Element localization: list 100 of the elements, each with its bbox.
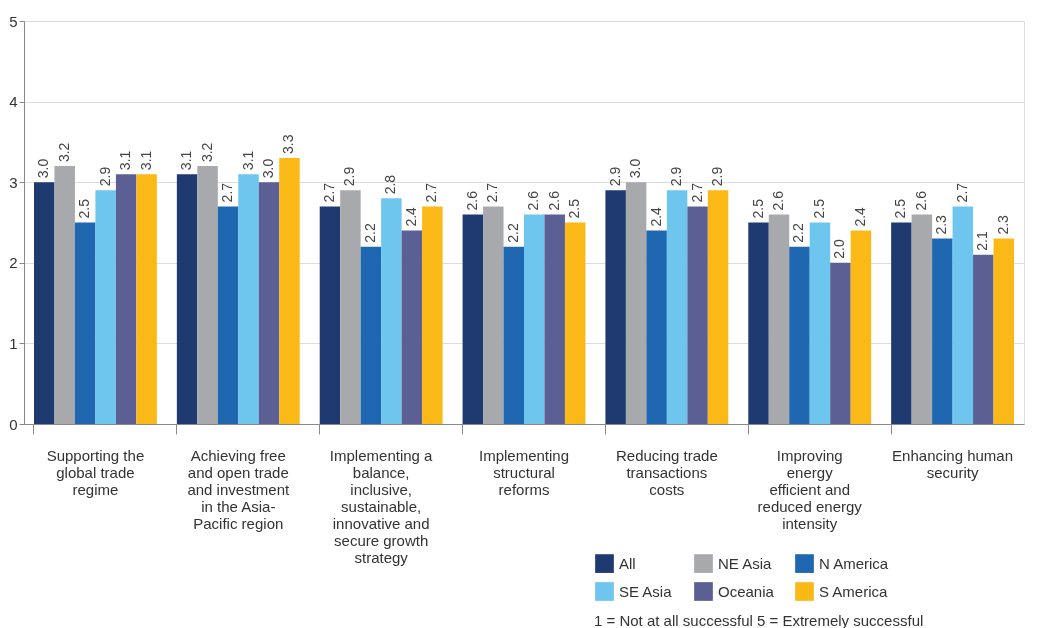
- legend-label: N America: [819, 554, 889, 572]
- data-label: 3.1: [137, 150, 154, 171]
- data-label: 2.1: [974, 231, 991, 251]
- data-label: 2.5: [810, 198, 827, 219]
- y-tick-label: 3: [9, 173, 18, 191]
- bar: [768, 214, 790, 424]
- data-label: 2.6: [912, 190, 929, 211]
- data-label: 2.4: [647, 206, 664, 227]
- data-label: 3.2: [198, 142, 215, 163]
- data-label: 3.0: [627, 158, 644, 179]
- data-label: 2.3: [994, 214, 1011, 235]
- bar: [381, 198, 402, 424]
- data-label: 2.9: [709, 166, 726, 187]
- bar: [340, 190, 361, 424]
- bar: [687, 206, 708, 424]
- data-label: 2.7: [423, 182, 440, 203]
- legend-label: NE Asia: [718, 554, 773, 572]
- data-label: 2.6: [770, 190, 786, 211]
- x-tick-label: Implementing a balance, inclusive, sustainable, innovative and secure growth strategy: [329, 446, 434, 566]
- bar: [54, 166, 75, 424]
- y-tick-label: 5: [9, 12, 18, 30]
- data-label: 2.5: [749, 198, 766, 219]
- bar: [911, 214, 933, 424]
- bar: [564, 222, 586, 424]
- data-label: 3.0: [35, 158, 52, 179]
- bar: [279, 158, 300, 424]
- bar: [646, 230, 667, 424]
- bar: [666, 190, 688, 424]
- bar: [524, 214, 545, 424]
- legend-label: SE Asia: [619, 582, 673, 600]
- data-label: 2.3: [933, 214, 950, 235]
- data-label: 3.1: [117, 150, 134, 171]
- legend-label: S America: [819, 582, 889, 600]
- bar: [462, 214, 484, 424]
- bar: [401, 230, 423, 424]
- bar: [973, 254, 994, 424]
- data-label: 3.1: [178, 150, 195, 171]
- data-label: 2.2: [504, 223, 521, 243]
- data-label: 2.7: [688, 182, 705, 203]
- data-label: 2.7: [484, 182, 501, 203]
- bar: [503, 246, 524, 424]
- data-label: 2.6: [545, 190, 562, 211]
- data-label: 2.6: [525, 190, 542, 211]
- bar: [115, 174, 137, 424]
- bar: [830, 262, 851, 424]
- data-label: 2.4: [402, 206, 419, 227]
- bar: [34, 182, 55, 424]
- data-label: 3.0: [260, 158, 276, 179]
- data-label: 3.2: [55, 142, 72, 163]
- bar: [136, 174, 157, 424]
- bar: [95, 190, 116, 424]
- y-tick-label: 2: [9, 254, 18, 272]
- data-label: 2.4: [851, 206, 868, 227]
- data-label: 2.5: [566, 198, 583, 219]
- data-label: 2.0: [831, 239, 848, 259]
- bar: [605, 190, 626, 424]
- y-tick-label: 4: [9, 93, 18, 111]
- data-label: 2.7: [953, 182, 970, 203]
- bar: [258, 182, 280, 424]
- data-label: 2.9: [96, 166, 113, 187]
- bar: [422, 206, 443, 424]
- data-label: 2.2: [361, 223, 378, 243]
- data-label: 2.6: [463, 190, 480, 211]
- data-label: 2.2: [790, 223, 807, 243]
- bar: [809, 222, 831, 424]
- bar: [707, 190, 729, 424]
- bar: [74, 222, 96, 424]
- bar: [483, 206, 504, 424]
- bar: [238, 174, 259, 424]
- bar: [197, 166, 218, 424]
- bar: [625, 182, 647, 424]
- bar: [176, 174, 198, 424]
- data-label: 2.9: [341, 166, 358, 187]
- data-label: 2.9: [668, 166, 685, 187]
- data-label: 3.3: [280, 134, 297, 155]
- data-label: 2.7: [320, 182, 337, 203]
- bar: [217, 206, 239, 424]
- data-label: 3.1: [239, 150, 256, 171]
- bar: [932, 238, 953, 424]
- bar: [850, 230, 872, 424]
- x-tick-label: Improving energy efficient and reduced energy intensity: [757, 446, 863, 532]
- y-tick-label: 0: [9, 415, 18, 433]
- y-tick-label: 1: [9, 334, 18, 352]
- bar: [360, 246, 382, 424]
- x-tick-label: Reducing trade transactions costs: [615, 446, 718, 498]
- bar: [789, 246, 810, 424]
- data-label: 2.5: [892, 198, 909, 219]
- bar: [993, 238, 1014, 424]
- data-label: 2.5: [76, 198, 93, 219]
- bar: [544, 214, 565, 424]
- legend-label: All: [619, 554, 636, 572]
- bar: [891, 222, 912, 424]
- x-tick-label: Achieving free and open trade and investment in the Asia-Pacific region: [187, 446, 290, 532]
- x-tick-label: Enhancing human security: [892, 446, 1014, 481]
- data-label: 2.8: [382, 174, 399, 195]
- x-tick-label: Supporting the global trade regime: [46, 446, 145, 498]
- bar: [952, 206, 974, 424]
- data-label: 2.9: [606, 166, 623, 187]
- bar: [319, 206, 341, 424]
- bar: [748, 222, 769, 424]
